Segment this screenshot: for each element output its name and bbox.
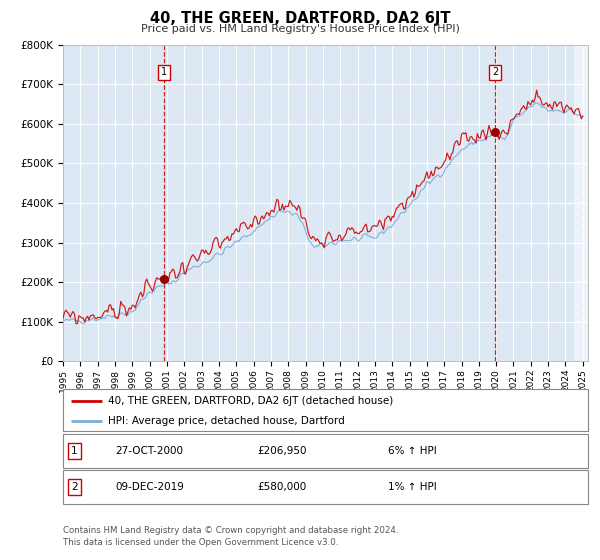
FancyBboxPatch shape (63, 434, 588, 468)
Text: Price paid vs. HM Land Registry's House Price Index (HPI): Price paid vs. HM Land Registry's House … (140, 24, 460, 34)
Text: 40, THE GREEN, DARTFORD, DA2 6JT (detached house): 40, THE GREEN, DARTFORD, DA2 6JT (detach… (107, 396, 393, 406)
Text: 2: 2 (492, 68, 498, 77)
Text: HPI: Average price, detached house, Dartford: HPI: Average price, detached house, Dart… (107, 416, 344, 426)
Text: £580,000: £580,000 (257, 482, 307, 492)
Text: 09-DEC-2019: 09-DEC-2019 (115, 482, 184, 492)
Text: 1: 1 (161, 68, 167, 77)
Text: This data is licensed under the Open Government Licence v3.0.: This data is licensed under the Open Gov… (63, 538, 338, 547)
Text: Contains HM Land Registry data © Crown copyright and database right 2024.: Contains HM Land Registry data © Crown c… (63, 526, 398, 535)
FancyBboxPatch shape (63, 470, 588, 504)
Text: £206,950: £206,950 (257, 446, 307, 456)
Text: 2: 2 (71, 482, 78, 492)
Text: 40, THE GREEN, DARTFORD, DA2 6JT: 40, THE GREEN, DARTFORD, DA2 6JT (150, 11, 450, 26)
Text: 6% ↑ HPI: 6% ↑ HPI (389, 446, 437, 456)
Text: 1% ↑ HPI: 1% ↑ HPI (389, 482, 437, 492)
Text: 1: 1 (71, 446, 78, 456)
FancyBboxPatch shape (63, 389, 588, 431)
Text: 27-OCT-2000: 27-OCT-2000 (115, 446, 184, 456)
